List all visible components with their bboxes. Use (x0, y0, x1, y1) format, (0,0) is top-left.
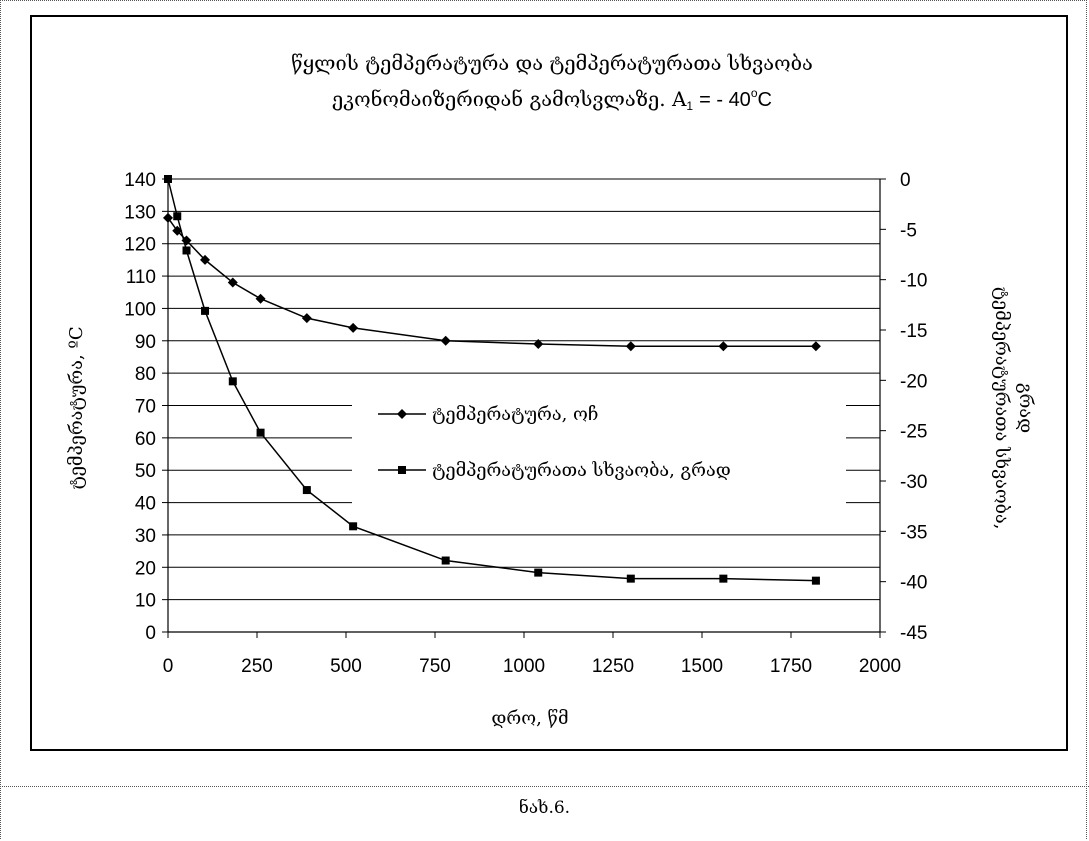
x-tick-label: 1500 (681, 656, 723, 677)
data-point-temperature (227, 277, 238, 288)
y-right-tick-label: -35 (900, 522, 927, 543)
data-point-temperature (440, 335, 451, 346)
y-right-tick-label: -5 (900, 220, 917, 241)
y-left-tick-label: 130 (124, 202, 156, 223)
y-left-tick-label: 140 (124, 170, 156, 191)
data-point-difference (302, 486, 311, 495)
series-line-temperature (167, 217, 816, 348)
series-line-difference (167, 178, 816, 582)
gridlines (168, 178, 880, 601)
y-right-tick-label: -30 (900, 472, 927, 493)
x-tick-label: 1250 (592, 656, 634, 677)
legend-background (352, 397, 846, 515)
y-axis-right-title-line1: ტემპერატურათა სხვაობა, (991, 287, 1012, 530)
chart-title-line2: ეკონომაიზერიდან გამოსვლაზე. A1 = - 40oC (332, 86, 772, 113)
data-point-difference (626, 574, 635, 583)
data-point-temperature (810, 341, 821, 352)
y-left-tick-label: 40 (135, 494, 156, 515)
y-left-tick-label: 20 (135, 558, 156, 579)
y-left-tick-label: 100 (124, 299, 156, 320)
y-right-tick-label: -25 (900, 422, 927, 443)
data-point-difference (182, 246, 191, 255)
data-point-difference (534, 568, 543, 577)
x-axis-title: დრო, წმ (491, 708, 568, 729)
chart-title-line1: წყლის ტემპერატურა და ტემპერატურათა სხვაო… (291, 51, 813, 75)
figure-caption: ნახ.6. (518, 798, 571, 818)
y-left-tick-label: 10 (135, 591, 156, 612)
caption-divider (0, 786, 1089, 787)
data-point-difference (441, 556, 450, 565)
y-left-tick-label: 90 (135, 332, 156, 353)
y-left-tick-label: 50 (135, 461, 156, 482)
data-point-temperature (255, 293, 266, 304)
y-right-tick-label: -15 (900, 321, 927, 342)
legend-label-difference: ტემპერატურათა სხვაობა, გრად (432, 460, 731, 481)
y-left-tick-label: 60 (135, 429, 156, 450)
data-point-difference (719, 574, 728, 583)
y-left-tick-label: 30 (135, 526, 156, 547)
data-point-temperature (301, 313, 312, 324)
data-point-temperature (718, 341, 729, 352)
y-axis-left-title: ტემპერატურა, ºC (66, 326, 87, 489)
data-point-difference (201, 306, 210, 315)
chart-frame (30, 15, 1068, 751)
y-axis-right-title-line2: გრად (1015, 383, 1036, 433)
chart-title-tail: = - 40 (699, 89, 751, 111)
y-right-tick-label: -20 (900, 371, 927, 392)
x-tick-label: 250 (241, 656, 273, 677)
legend-label-temperature: ტემპერატურა, ოჩ (432, 404, 598, 425)
data-point-difference (228, 377, 237, 386)
legend: ტემპერატურა, ოჩ ტემპერატურათა სხვაობა, გ… (352, 397, 846, 515)
x-tick-label: 750 (419, 656, 451, 677)
y-left-tick-label: 110 (126, 267, 156, 288)
y-right-tick-label: -45 (900, 623, 927, 644)
x-tick-label: 500 (330, 656, 362, 677)
y-left-tick-label: 120 (124, 235, 156, 256)
legend-marker-square (398, 466, 406, 474)
y-right-tick-label: 0 (900, 170, 911, 191)
data-point-temperature (625, 341, 636, 352)
x-tick-label: 1000 (503, 656, 545, 677)
data-point-temperature (200, 254, 211, 265)
y-right-tick-label: -10 (900, 271, 927, 292)
y-left-tick-label: 0 (145, 623, 156, 644)
legend-marker-diamond (397, 409, 407, 419)
chart-title-degree: o (751, 86, 758, 100)
x-tick-label: 2000 (859, 656, 901, 677)
data-point-difference (173, 212, 182, 221)
data-point-difference (349, 522, 358, 531)
chart-title-main: ეკონომაიზერიდან გამოსვლაზე. A (332, 87, 687, 111)
series (163, 175, 821, 585)
x-tick-label: 0 (163, 656, 174, 677)
y-left-tick-label: 80 (135, 364, 156, 385)
data-point-difference (256, 428, 265, 437)
y-left-tick-label: 70 (135, 397, 156, 418)
data-point-difference (811, 576, 820, 585)
chart-title-subscript: 1 (686, 99, 693, 113)
data-point-temperature (348, 322, 359, 333)
x-tick-label: 1750 (770, 656, 812, 677)
data-point-temperature (533, 339, 544, 350)
y-right-tick-label: -40 (900, 573, 927, 594)
data-point-difference (164, 175, 172, 183)
chart-title-unit: C (758, 89, 772, 111)
axes: 0 10 20 30 40 50 60 70 80 90 100 110 120 130 140 0 -5 -10… (124, 170, 927, 677)
data-point-temperature (163, 212, 173, 223)
